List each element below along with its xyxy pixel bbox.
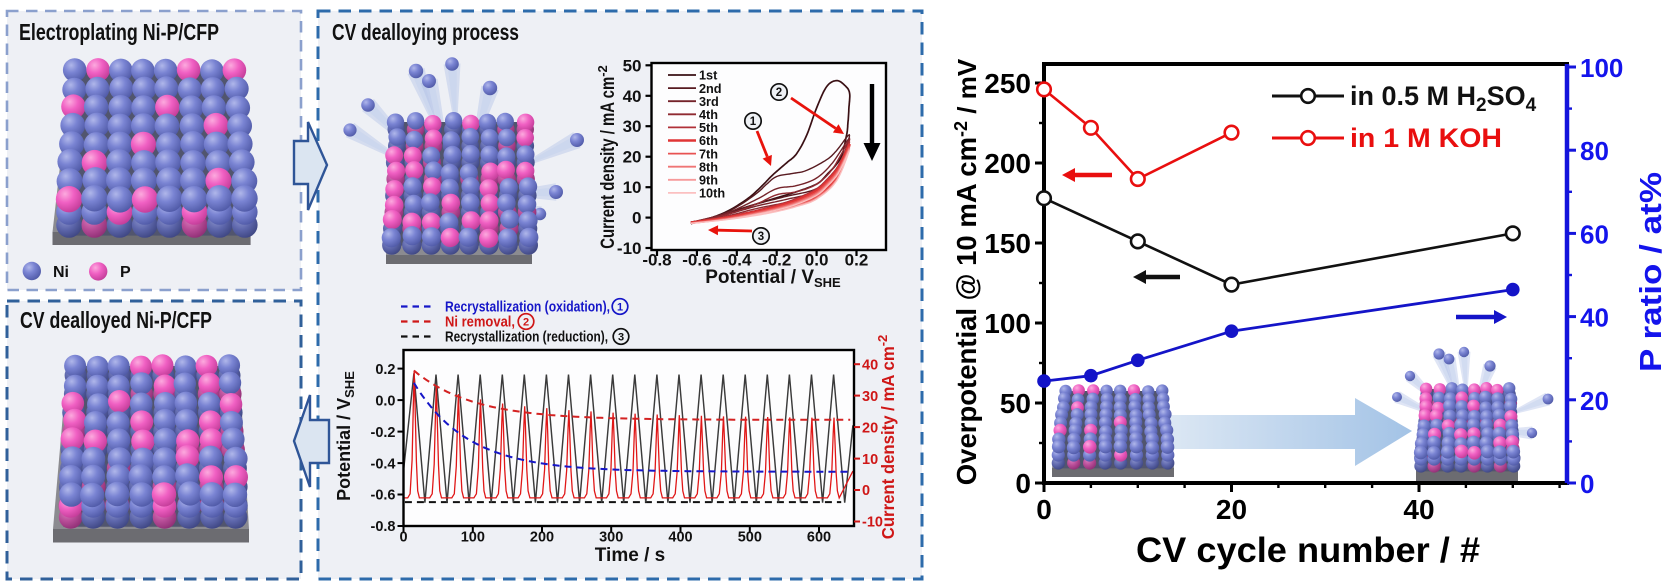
svg-text:-0.2: -0.2	[762, 251, 791, 270]
svg-text:0.2: 0.2	[845, 251, 869, 270]
svg-text:3: 3	[758, 231, 764, 243]
svg-text:2nd: 2nd	[699, 82, 722, 96]
svg-text:Recrystallization (oxidation),: Recrystallization (oxidation),	[445, 300, 610, 316]
svg-text:20: 20	[862, 420, 878, 436]
svg-text:0: 0	[1036, 494, 1052, 525]
svg-text:100: 100	[461, 530, 485, 546]
svg-text:10: 10	[862, 452, 878, 468]
svg-text:-10: -10	[862, 515, 883, 531]
svg-text:-10: -10	[617, 239, 642, 258]
svg-text:40: 40	[862, 357, 878, 373]
svg-text:100: 100	[984, 308, 1031, 339]
svg-text:-0.2: -0.2	[371, 425, 396, 441]
svg-text:CV cycle number / #: CV cycle number / #	[1136, 531, 1480, 570]
svg-text:Potential / VSHE: Potential / VSHE	[334, 371, 357, 501]
svg-text:-0.6: -0.6	[371, 488, 396, 504]
svg-text:40: 40	[1580, 303, 1609, 333]
svg-text:0.0: 0.0	[375, 393, 395, 409]
svg-text:8th: 8th	[699, 160, 718, 174]
svg-text:Time / s: Time / s	[595, 545, 665, 566]
svg-text:Potential / VSHE: Potential / VSHE	[705, 267, 841, 290]
svg-text:Electroplating Ni-P/CFP: Electroplating Ni-P/CFP	[19, 19, 219, 45]
svg-text:20: 20	[1216, 494, 1247, 525]
svg-text:Ni: Ni	[53, 264, 69, 281]
svg-text:80: 80	[1580, 136, 1609, 166]
svg-text:-0.6: -0.6	[682, 251, 711, 270]
svg-text:150: 150	[984, 228, 1031, 259]
svg-text:1st: 1st	[699, 69, 718, 83]
svg-text:CV dealloyed Ni-P/CFP: CV dealloyed Ni-P/CFP	[20, 307, 212, 333]
svg-text:P ratio / at%: P ratio / at%	[1633, 172, 1668, 372]
svg-text:Overpotential @ 10 mA cm-2 / m: Overpotential @ 10 mA cm-2 / mV	[951, 58, 982, 485]
svg-text:Current density / mA cm-2: Current density / mA cm-2	[875, 335, 898, 540]
svg-text:50: 50	[623, 56, 642, 75]
svg-text:Ni removal,: Ni removal,	[445, 315, 515, 331]
svg-text:0: 0	[1015, 468, 1031, 499]
svg-text:3rd: 3rd	[699, 95, 719, 109]
svg-text:CV dealloying process: CV dealloying process	[332, 19, 519, 45]
svg-text:10th: 10th	[699, 187, 725, 201]
svg-text:-0.4: -0.4	[722, 251, 752, 270]
svg-text:5th: 5th	[699, 121, 718, 135]
svg-text:0: 0	[1580, 469, 1594, 499]
svg-text:P: P	[120, 264, 131, 281]
svg-text:-0.4: -0.4	[371, 456, 396, 472]
svg-text:20: 20	[623, 148, 642, 167]
svg-text:250: 250	[984, 68, 1031, 99]
svg-text:1: 1	[617, 302, 623, 314]
svg-text:50: 50	[1000, 388, 1031, 419]
svg-text:0: 0	[862, 483, 870, 499]
svg-text:-0.8: -0.8	[371, 519, 396, 535]
svg-text:20: 20	[1580, 386, 1609, 416]
svg-text:1: 1	[750, 116, 757, 128]
svg-text:30: 30	[623, 117, 642, 136]
svg-text:10: 10	[623, 178, 642, 197]
svg-text:in 0.5 M H2SO4: in 0.5 M H2SO4	[1350, 81, 1537, 116]
svg-text:9th: 9th	[699, 174, 718, 188]
svg-text:6th: 6th	[699, 134, 718, 148]
svg-text:60: 60	[1580, 219, 1609, 249]
svg-text:100: 100	[1580, 53, 1623, 83]
svg-text:40: 40	[1403, 494, 1434, 525]
svg-text:0.0: 0.0	[805, 251, 829, 270]
svg-text:4th: 4th	[699, 108, 718, 122]
svg-text:600: 600	[807, 530, 831, 546]
svg-text:500: 500	[738, 530, 762, 546]
svg-text:300: 300	[599, 530, 623, 546]
svg-text:3: 3	[618, 332, 624, 344]
svg-text:7th: 7th	[699, 147, 718, 161]
svg-text:Current density / mA cm-2: Current density / mA cm-2	[595, 65, 619, 249]
svg-text:0: 0	[399, 530, 407, 546]
svg-text:200: 200	[530, 530, 554, 546]
svg-text:0.2: 0.2	[375, 362, 395, 378]
svg-text:0: 0	[632, 209, 641, 228]
svg-text:2: 2	[523, 317, 529, 329]
svg-text:-0.8: -0.8	[642, 251, 671, 270]
svg-text:in 1 M KOH: in 1 M KOH	[1350, 123, 1502, 153]
svg-text:Recrystallization (reduction),: Recrystallization (reduction),	[445, 330, 608, 346]
svg-text:2: 2	[776, 87, 782, 99]
svg-text:200: 200	[984, 148, 1031, 179]
svg-text:40: 40	[623, 87, 642, 106]
svg-text:400: 400	[668, 530, 692, 546]
svg-text:30: 30	[862, 389, 878, 405]
